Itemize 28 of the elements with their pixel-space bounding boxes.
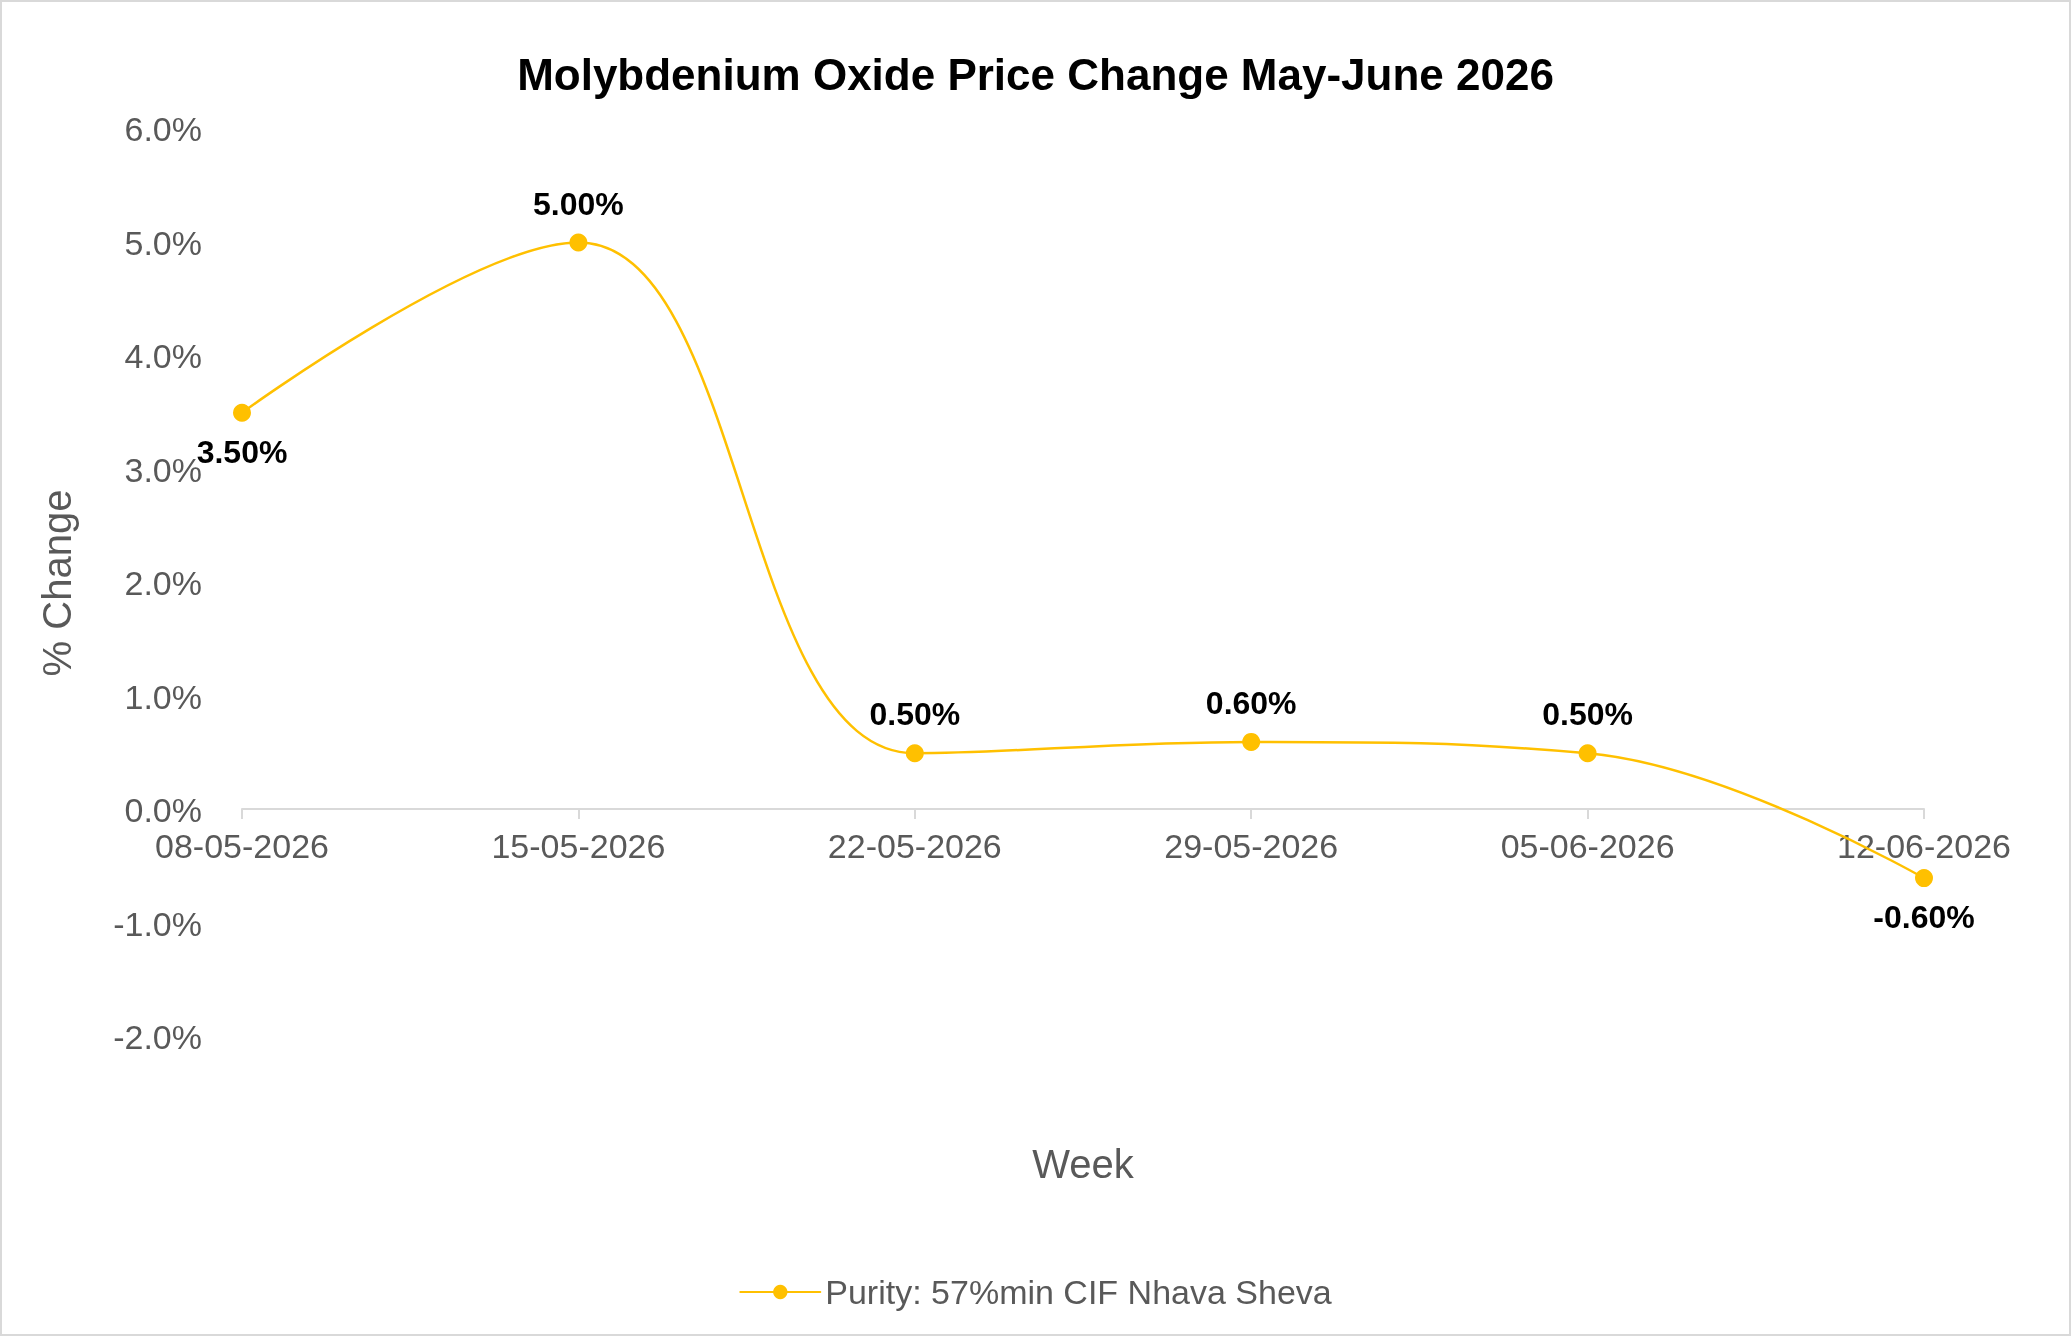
x-tick-label: 29-05-2026 (1164, 827, 1339, 865)
data-label: 0.60% (1205, 684, 1297, 721)
point (569, 233, 588, 252)
y-tick-label: -2.0% (113, 1018, 202, 1056)
y-tick-label: 6.0% (124, 110, 202, 148)
y-tick-label: -1.0% (113, 904, 202, 943)
y-tick-label: 1.0% (124, 677, 202, 716)
data-label: 0.50% (869, 696, 961, 733)
point (1915, 869, 1933, 888)
data-label: -0.60% (1873, 899, 1975, 936)
y-tick-label: 5.0% (124, 223, 202, 262)
y-tick-label: 2.0% (124, 564, 202, 602)
y-tick-label: 4.0% (124, 337, 202, 375)
point (905, 744, 924, 763)
point (233, 403, 251, 422)
chart-title: Molybdenium Oxide Price Change May-June 2026 (517, 49, 1554, 99)
data-label: 0.50% (1542, 696, 1633, 733)
x-tick-label: 05-06-2026 (1500, 827, 1675, 865)
y-axis-title: % Change (35, 489, 79, 677)
x-tick-label: 08-05-2026 (155, 827, 329, 865)
x-tick-label: 22-05-2026 (827, 827, 1002, 865)
point (1242, 732, 1261, 751)
point (1578, 744, 1597, 763)
x-tick-label: 15-05-2026 (491, 827, 666, 865)
data-label: 5.00% (533, 185, 624, 222)
y-tick-label: 0.0% (124, 791, 202, 829)
legend-label: Purity: 57%min CIF Nhava Sheva (825, 1273, 1332, 1311)
x-axis-title: Week (1032, 1142, 1135, 1186)
